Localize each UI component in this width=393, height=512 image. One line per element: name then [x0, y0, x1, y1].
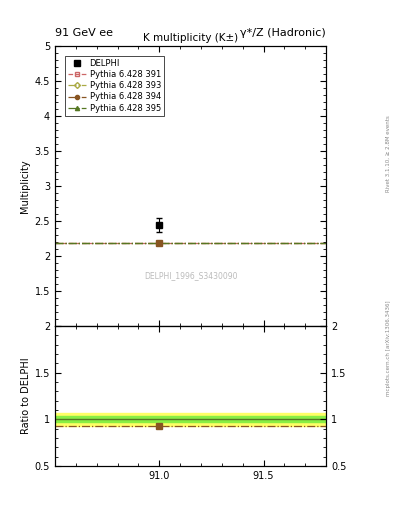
Text: mcplots.cern.ch [arXiv:1306.3436]: mcplots.cern.ch [arXiv:1306.3436] — [386, 301, 391, 396]
Legend: DELPHI, Pythia 6.428 391, Pythia 6.428 393, Pythia 6.428 394, Pythia 6.428 395: DELPHI, Pythia 6.428 391, Pythia 6.428 3… — [64, 56, 164, 116]
Bar — [55, 413, 326, 426]
Text: DELPHI_1996_S3430090: DELPHI_1996_S3430090 — [144, 271, 237, 280]
Y-axis label: Ratio to DELPHI: Ratio to DELPHI — [20, 358, 31, 434]
Text: γ*/Z (Hadronic): γ*/Z (Hadronic) — [241, 28, 326, 38]
Y-axis label: Multiplicity: Multiplicity — [20, 159, 31, 213]
Bar — [55, 416, 326, 422]
Text: K multiplicity (K±): K multiplicity (K±) — [143, 33, 238, 44]
Text: Rivet 3.1.10, ≥ 2.8M events: Rivet 3.1.10, ≥ 2.8M events — [386, 115, 391, 192]
Text: 91 GeV ee: 91 GeV ee — [55, 28, 113, 38]
